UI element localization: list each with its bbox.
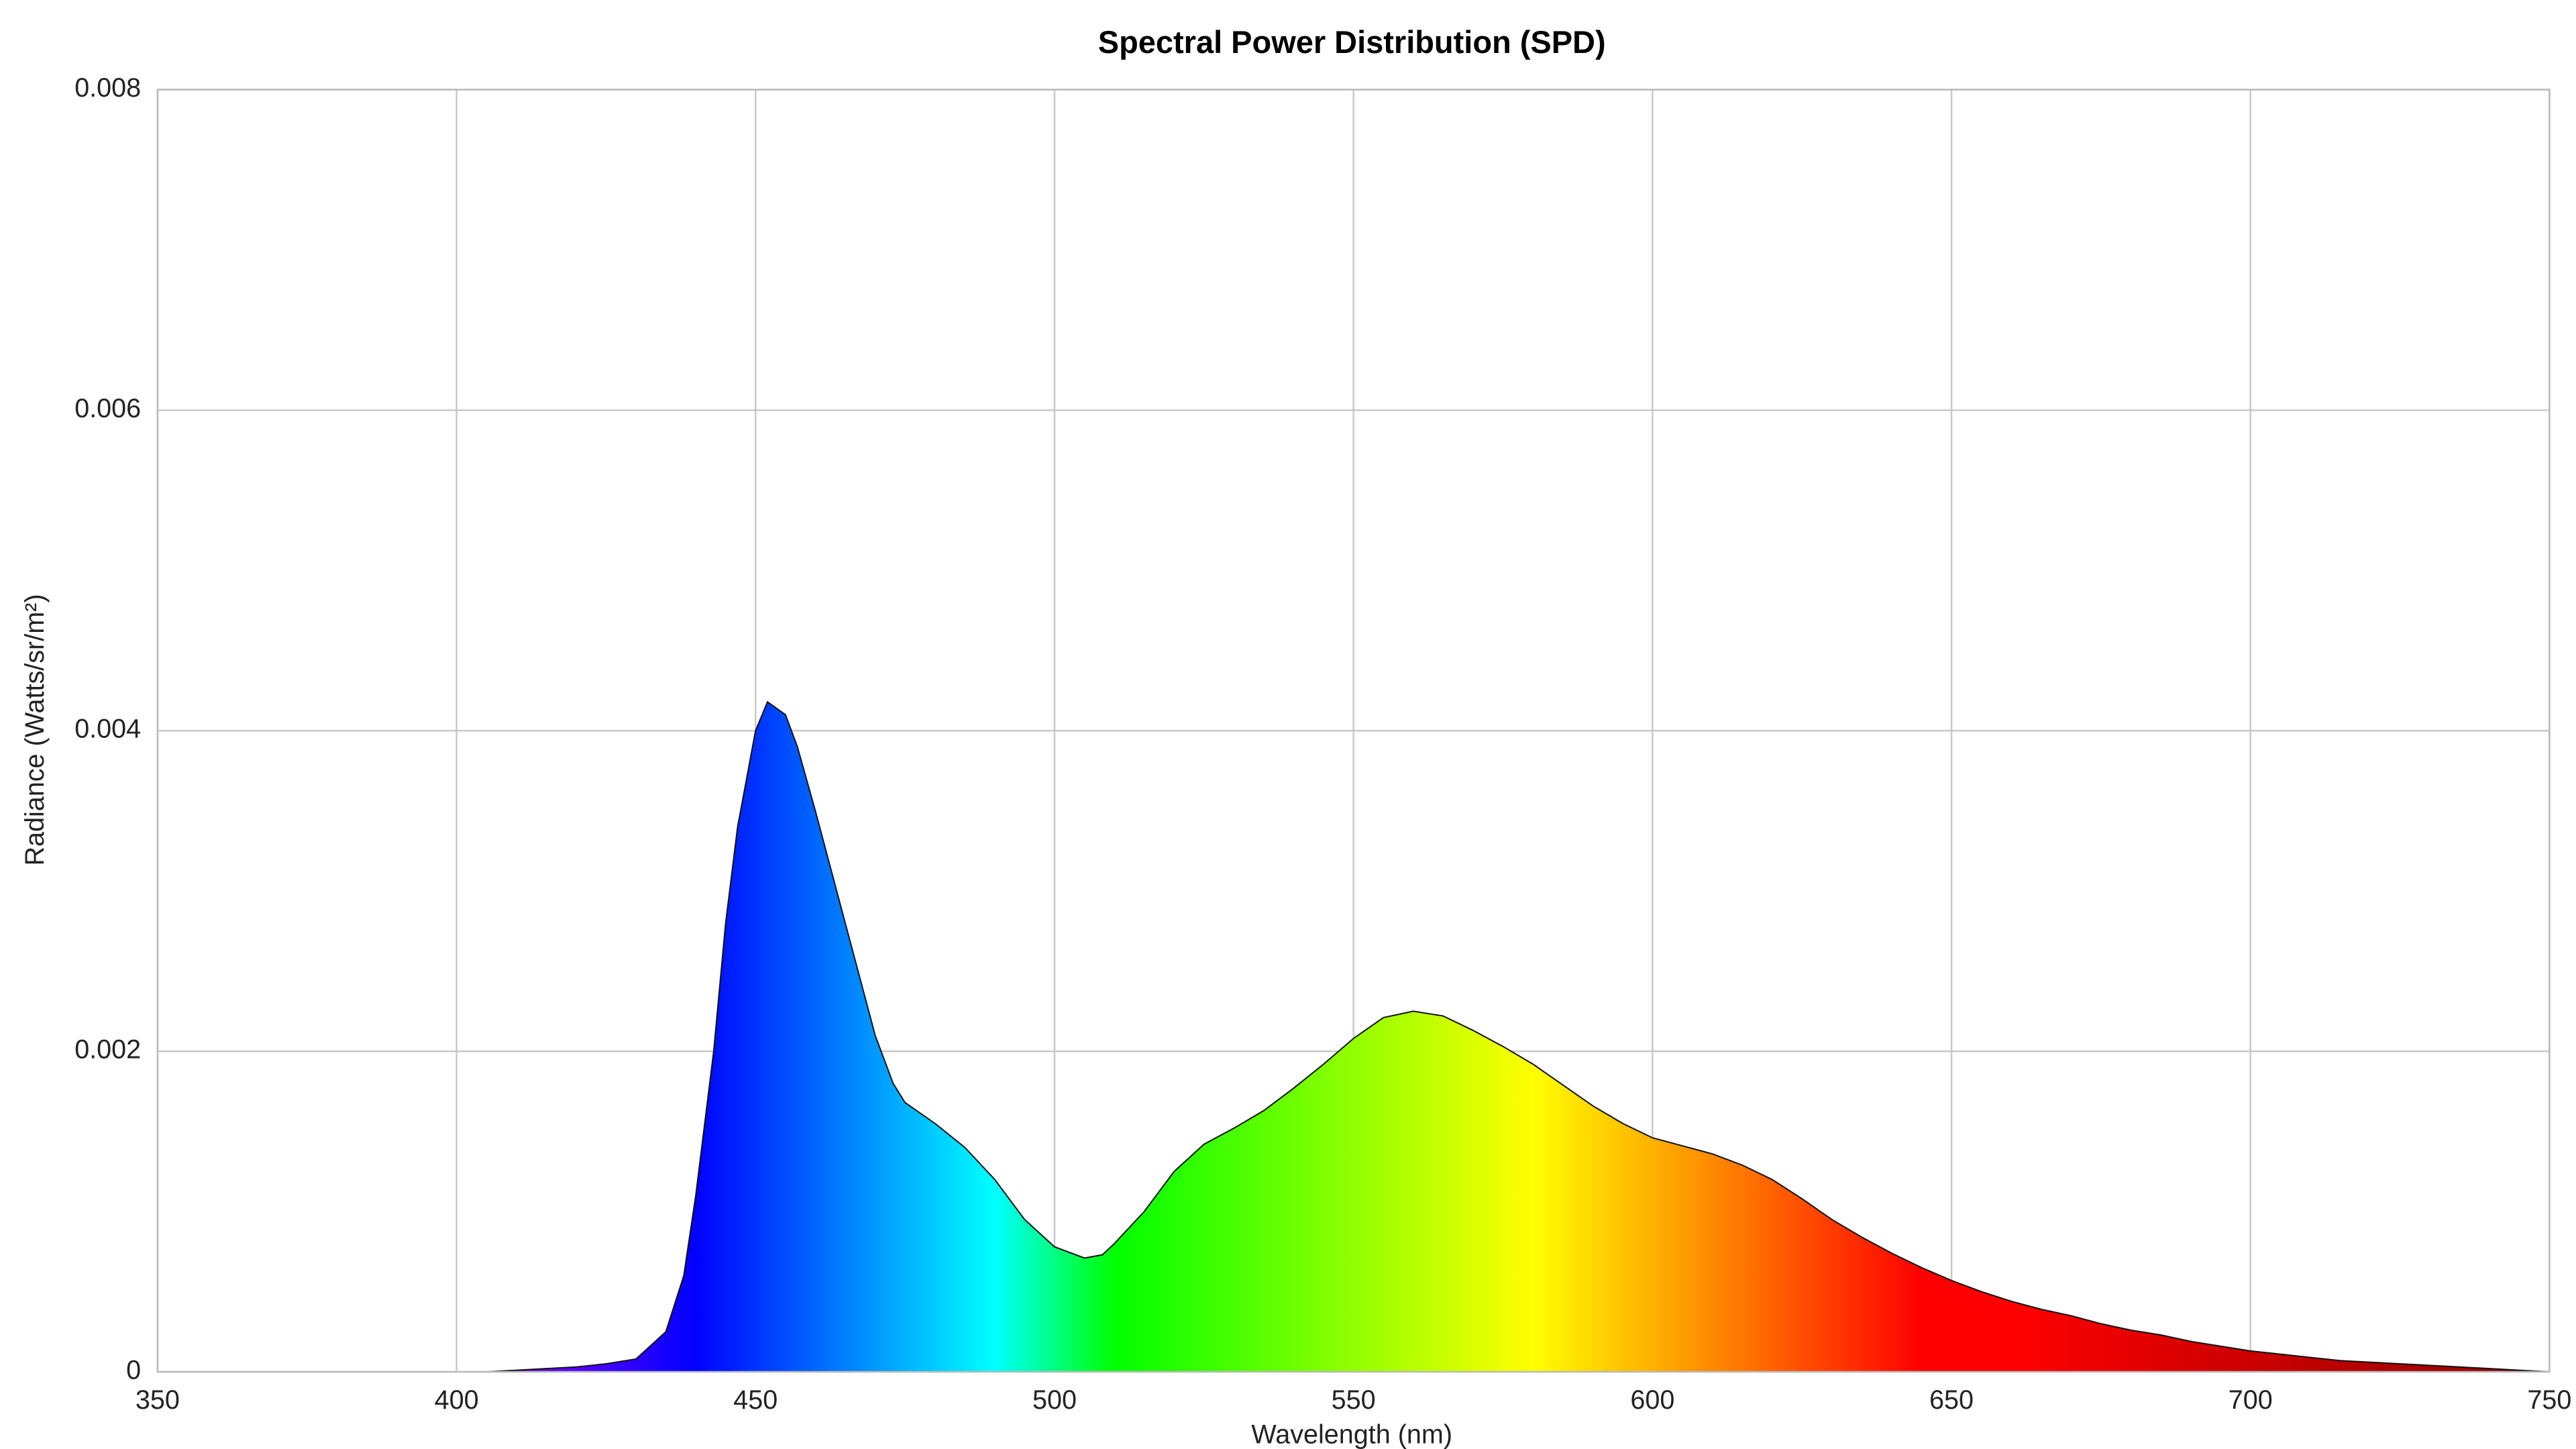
x-tick-label: 450: [733, 1385, 777, 1415]
x-tick-label: 700: [2229, 1385, 2273, 1415]
y-axis-label: Radiance (Watts/sr/m²): [20, 594, 50, 866]
y-tick-label: 0.008: [74, 73, 141, 103]
area-fill: [157, 702, 2550, 1372]
y-tick-label: 0.006: [74, 394, 141, 423]
x-tick-label: 500: [1032, 1385, 1077, 1415]
y-tick-label: 0.002: [74, 1035, 141, 1065]
y-tick-label: 0: [126, 1355, 141, 1385]
x-axis-label: Wavelength (nm): [1251, 1419, 1452, 1449]
chart-title: Spectral Power Distribution (SPD): [1098, 24, 1606, 60]
plot-frame: [156, 89, 2551, 1373]
x-tick-label: 550: [1332, 1385, 1376, 1415]
spd-curve: [157, 700, 2550, 1373]
x-tick-label: 400: [435, 1385, 479, 1415]
x-tick-label: 750: [2527, 1385, 2571, 1415]
y-tick-label: 0.004: [74, 714, 141, 744]
x-tick-label: 350: [136, 1385, 180, 1415]
x-tick-label: 650: [1929, 1385, 1974, 1415]
x-tick-label: 600: [1630, 1385, 1674, 1415]
